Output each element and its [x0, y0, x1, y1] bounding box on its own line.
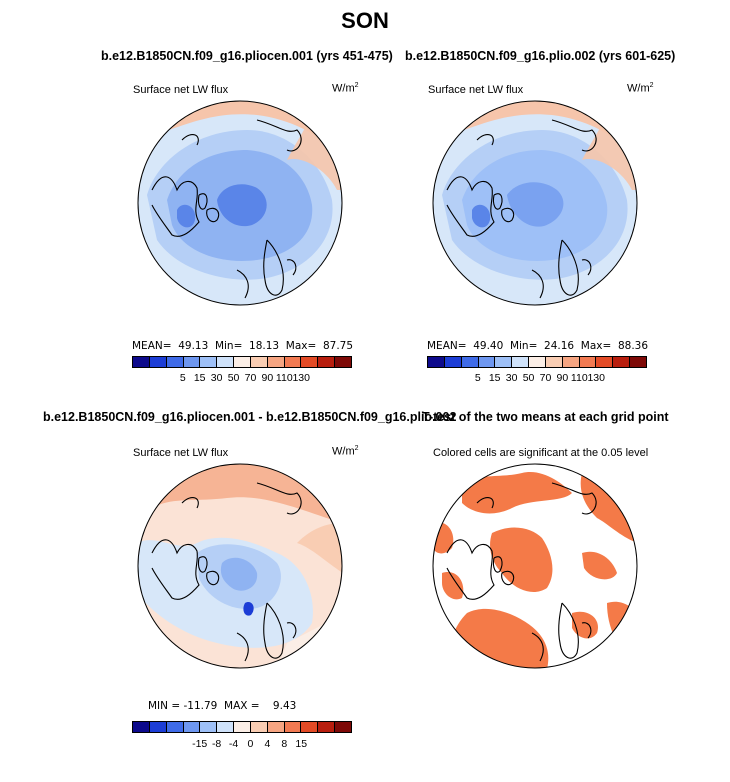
panel1-colorbar-tick-label: 130 [292, 372, 310, 384]
panel2-colorbar-tick-label: 50 [522, 372, 535, 384]
panel2-colorbar-swatch [613, 357, 631, 367]
panel2-colorbar-swatch [478, 357, 496, 367]
panel3-colorbar-tick-label: 4 [264, 738, 271, 750]
panel3-colorbar-swatch [166, 722, 184, 732]
panel2-colorbar-tick-label: 15 [488, 372, 501, 384]
panel3-stats: MIN = -11.79 MAX = 9.43 [148, 700, 297, 712]
panel3-colorbar-swatch [250, 722, 268, 732]
panel2-colorbar [427, 356, 647, 368]
panel2-colorbar-swatch [562, 357, 580, 367]
panel1-colorbar-tick-label: 70 [244, 372, 257, 384]
panel3-colorbar-swatch [335, 722, 351, 732]
panel1-colorbar-swatch [301, 357, 319, 367]
panel1-colorbar-tick-label: 15 [193, 372, 206, 384]
panel3-variable-label: Surface net LW flux [133, 447, 229, 459]
panel2-colorbar-swatch [545, 357, 563, 367]
panel3-colorbar [132, 721, 352, 733]
figure-title: SON [341, 8, 389, 33]
panel2-colorbar-tick-label: 90 [556, 372, 569, 384]
panel2-colorbar-tick-label: 110 [570, 372, 588, 384]
panel2-colorbar-tick-label: 130 [587, 372, 605, 384]
panel1-colorbar-tick-label: 5 [179, 372, 186, 384]
panel3-colorbar-tick-label: -4 [228, 738, 239, 750]
panel2-colorbar-tick-label: 5 [474, 372, 481, 384]
panel2-colorbar-swatch [461, 357, 479, 367]
panel1-colorbar-swatch [200, 357, 218, 367]
panel2-colorbar-swatch [444, 357, 462, 367]
panel3-colorbar-swatch [217, 722, 235, 732]
panel3-units: W/m2 [332, 445, 359, 458]
panel3-colorbar-tick-label: -8 [211, 738, 222, 750]
panel3-colorbar-swatch [234, 722, 251, 732]
panel1-colorbar-swatch [267, 357, 285, 367]
panel1-colorbar-swatch [217, 357, 235, 367]
panel3-colorbar-tick-label: 8 [281, 738, 288, 750]
panel1-colorbar-tick-label: 30 [210, 372, 223, 384]
panel1-colorbar-swatch [183, 357, 201, 367]
panel1-variable-label: Surface net LW flux [133, 84, 229, 96]
panel4-subtitle: Colored cells are significant at the 0.0… [433, 447, 649, 459]
panel2-colorbar-swatch [596, 357, 614, 367]
panel2-title: b.e12.B1850CN.f09_g16.plio.002 (yrs 601-… [405, 49, 676, 63]
panel1-colorbar-swatch [284, 357, 302, 367]
panel2-units: W/m2 [627, 82, 654, 95]
panel1-colorbar-swatch [166, 357, 184, 367]
panel1-colorbar-tick-label: 50 [227, 372, 240, 384]
panel2-variable-label: Surface net LW flux [428, 84, 524, 96]
panel4-polar-map [432, 463, 638, 669]
panel1-colorbar-swatch [250, 357, 268, 367]
panel1-colorbar-tick-label: 90 [261, 372, 274, 384]
panel3-colorbar-swatch [183, 722, 201, 732]
panel3-colorbar-swatch [149, 722, 167, 732]
panel3-colorbar-swatch [318, 722, 336, 732]
panel1-colorbar-swatch [318, 357, 336, 367]
panel1-colorbar-swatch [335, 357, 351, 367]
panel2-stats: MEAN= 49.40 Min= 24.16 Max= 88.36 [427, 340, 649, 352]
panel2-colorbar-tick-label: 70 [539, 372, 552, 384]
panel2-colorbar-tick-label: 30 [505, 372, 518, 384]
panel1-colorbar-swatch [133, 357, 150, 367]
panel3-colorbar-swatch [200, 722, 218, 732]
panel3-colorbar-swatch [284, 722, 302, 732]
panel2-polar-map [432, 100, 638, 306]
panel1-colorbar [132, 356, 352, 368]
panel2-colorbar-swatch [630, 357, 646, 367]
panel1-units: W/m2 [332, 82, 359, 95]
panel3-polar-map [137, 463, 343, 669]
panel1-colorbar-swatch [234, 357, 251, 367]
panel1-stats: MEAN= 49.13 Min= 18.13 Max= 87.75 [132, 340, 354, 352]
panel4-title: T-test of the two means at each grid poi… [422, 410, 669, 424]
panel3-colorbar-tick-label: 0 [247, 738, 254, 750]
panel2-colorbar-swatch [529, 357, 546, 367]
panel3-title: b.e12.B1850CN.f09_g16.pliocen.001 - b.e1… [43, 410, 457, 424]
panel3-colorbar-tick-label: -15 [192, 738, 208, 750]
panel3-colorbar-tick-label: 15 [295, 738, 308, 750]
panel2-colorbar-swatch [579, 357, 597, 367]
panel1-title: b.e12.B1850CN.f09_g16.pliocen.001 (yrs 4… [101, 49, 393, 63]
panel2-colorbar-swatch [428, 357, 445, 367]
panel1-colorbar-swatch [149, 357, 167, 367]
panel1-polar-map [137, 100, 343, 306]
panel2-colorbar-swatch [512, 357, 530, 367]
panel3-colorbar-swatch [301, 722, 319, 732]
panel1-colorbar-tick-label: 110 [275, 372, 293, 384]
panel3-colorbar-swatch [133, 722, 150, 732]
panel3-colorbar-swatch [267, 722, 285, 732]
panel2-colorbar-swatch [495, 357, 513, 367]
